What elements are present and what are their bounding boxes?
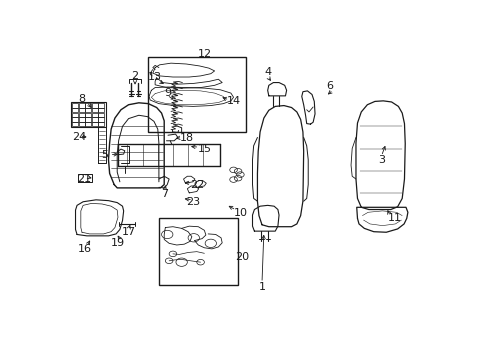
Bar <box>92 108 98 112</box>
Bar <box>72 122 78 126</box>
Bar <box>85 117 91 122</box>
Text: 11: 11 <box>387 213 401 224</box>
Bar <box>72 108 78 112</box>
Bar <box>98 117 104 122</box>
Bar <box>98 108 104 112</box>
Bar <box>98 113 104 117</box>
Text: 3: 3 <box>377 155 384 165</box>
Bar <box>79 103 84 108</box>
Text: 4: 4 <box>264 67 271 77</box>
Bar <box>92 113 98 117</box>
Bar <box>159 219 238 285</box>
Text: 20: 20 <box>235 252 249 262</box>
Text: 1: 1 <box>258 282 265 292</box>
Bar <box>85 108 91 112</box>
Bar <box>85 103 91 108</box>
Bar <box>92 103 98 108</box>
Text: 10: 10 <box>234 208 247 218</box>
Bar <box>92 122 98 126</box>
Text: 22: 22 <box>189 180 203 190</box>
Bar <box>72 117 78 122</box>
Text: 13: 13 <box>148 72 162 82</box>
Text: 8: 8 <box>78 94 85 104</box>
Bar <box>79 113 84 117</box>
Bar <box>98 122 104 126</box>
Text: 14: 14 <box>226 96 241 107</box>
Text: 24: 24 <box>72 132 86 143</box>
Bar <box>98 103 104 108</box>
Text: 7: 7 <box>161 189 167 199</box>
Bar <box>85 113 91 117</box>
Text: 5: 5 <box>101 150 108 159</box>
Text: 9: 9 <box>164 88 171 98</box>
Text: 21: 21 <box>78 174 91 184</box>
Bar <box>79 122 84 126</box>
Text: 23: 23 <box>185 197 200 207</box>
Bar <box>92 117 98 122</box>
Text: 2: 2 <box>131 72 138 81</box>
Bar <box>72 113 78 117</box>
Text: 16: 16 <box>78 244 91 254</box>
Text: 6: 6 <box>326 81 333 91</box>
Text: 18: 18 <box>180 133 194 143</box>
Text: 19: 19 <box>111 238 125 248</box>
Bar <box>147 57 245 132</box>
Bar <box>79 117 84 122</box>
Text: 17: 17 <box>122 227 136 237</box>
Bar <box>71 102 106 127</box>
Text: 12: 12 <box>198 49 212 59</box>
Text: 15: 15 <box>197 144 211 154</box>
Bar <box>85 122 91 126</box>
Bar <box>72 103 78 108</box>
Bar <box>79 108 84 112</box>
